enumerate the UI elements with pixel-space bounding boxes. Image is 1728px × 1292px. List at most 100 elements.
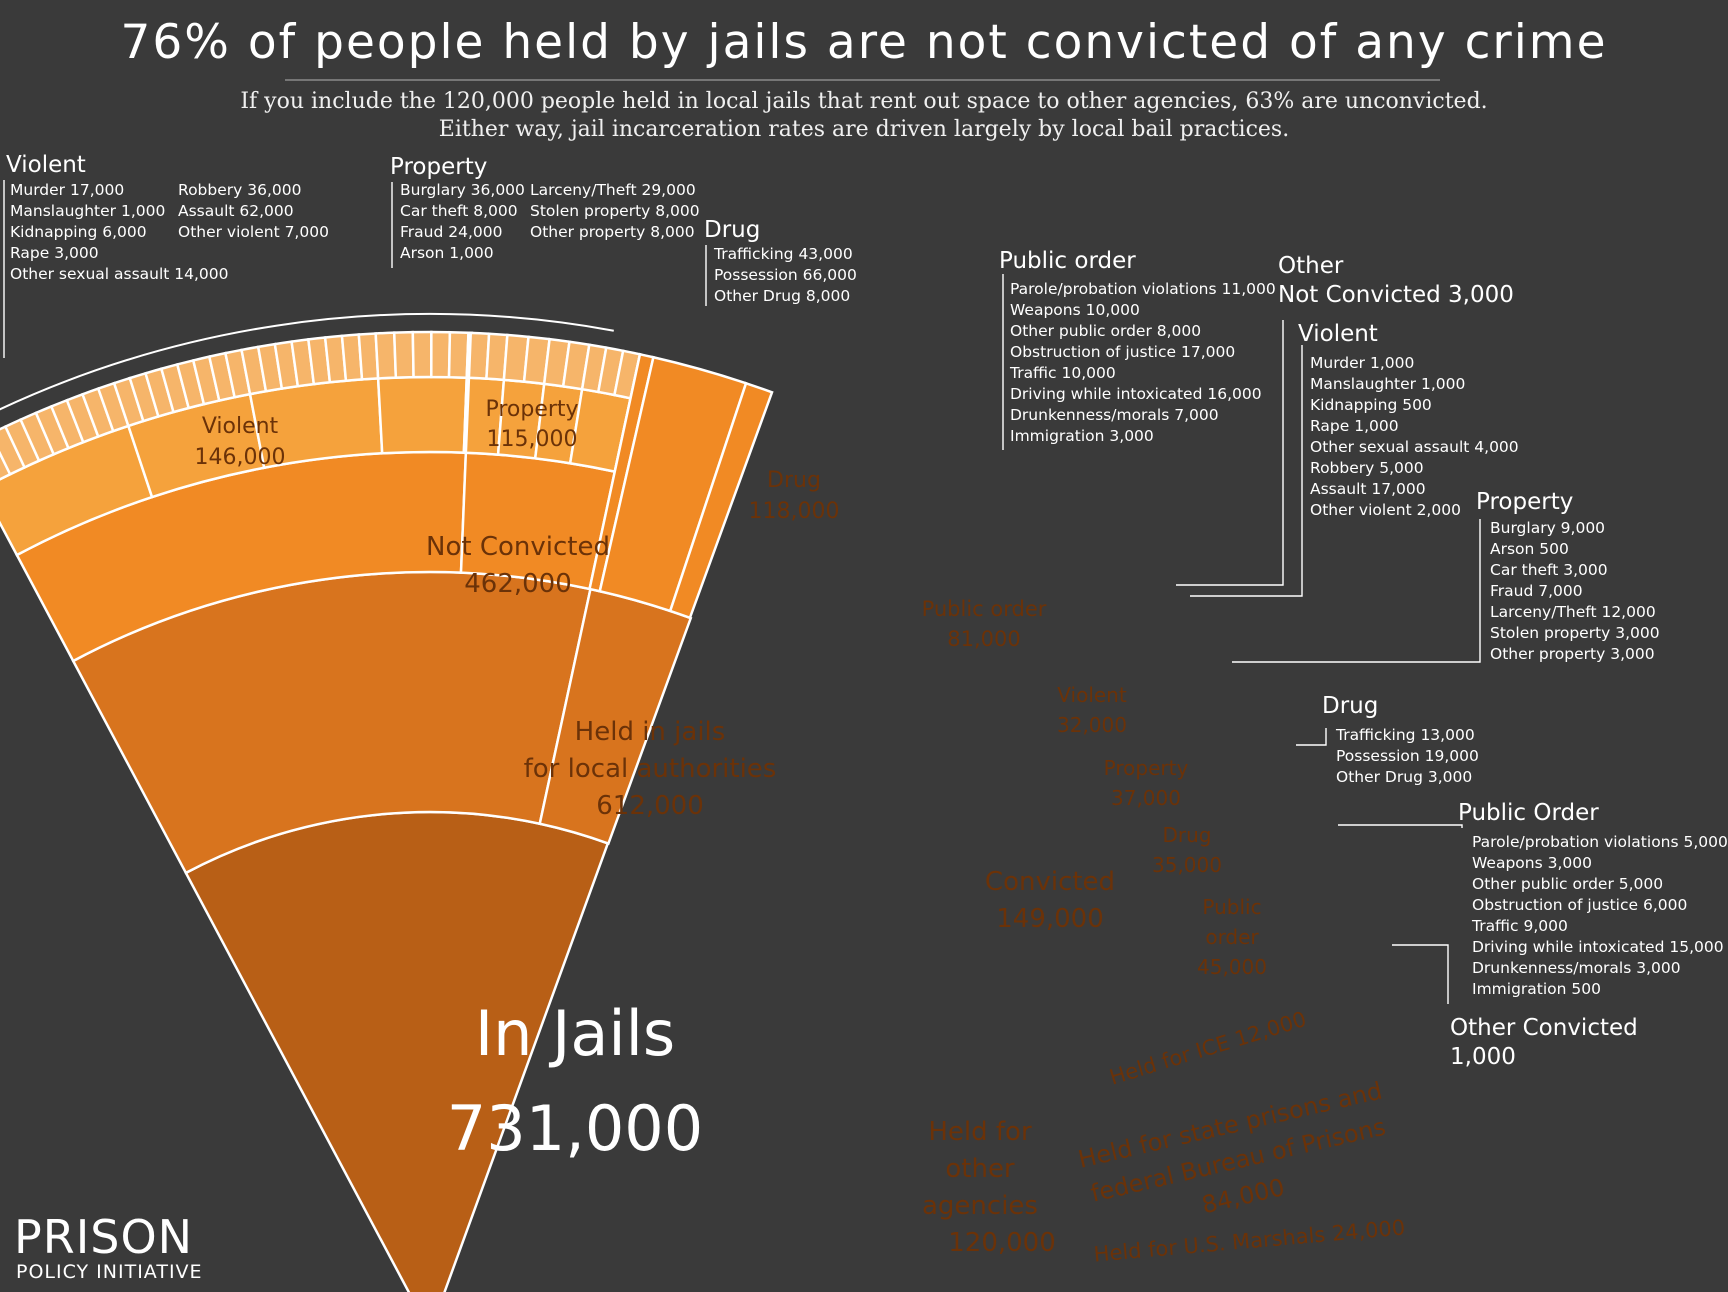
- other-agencies-line3: agencies: [922, 1191, 1038, 1221]
- nc-drug-label: Drug: [767, 468, 821, 493]
- annotation-item: Parole/probation violations 5,000: [1472, 833, 1728, 851]
- prison-policy-initiative-logo: PRISON POLICY INITIATIVE: [14, 1210, 203, 1283]
- nc-public-order-label: Public order: [922, 597, 1047, 621]
- annotation-c-property: Property Burglary 9,000 Arson 500 Car thef…: [1232, 489, 1660, 663]
- annotation-title: Drug: [704, 217, 760, 243]
- annotation-item: Rape 3,000: [10, 244, 99, 262]
- annotation-item: Rape 1,000: [1310, 417, 1399, 435]
- chart-title: 76% of people held by jails are not conv…: [120, 15, 1607, 70]
- other-agencies-value: 120,000: [948, 1228, 1056, 1258]
- chart-subtitle-line2: Either way, jail incarceration rates are…: [439, 117, 1289, 142]
- annotation-item: Manslaughter 1,000: [10, 202, 165, 220]
- nc-drug-value: 118,000: [749, 499, 840, 524]
- annotation-item: Weapons 3,000: [1472, 854, 1592, 872]
- in-jails-label: In Jails: [475, 997, 675, 1070]
- annotation-item: Kidnapping 6,000: [10, 223, 147, 241]
- annotation-c-public-order: Public Order Parole/probation violations…: [1338, 800, 1728, 998]
- nc-property-value: 115,000: [487, 427, 578, 452]
- other-agencies-line1: Held for: [928, 1117, 1032, 1147]
- annotation-item: Other Drug 8,000: [714, 287, 850, 305]
- c-public-order-label: Public: [1202, 895, 1261, 919]
- c-public-order-label2: order: [1205, 925, 1259, 949]
- annotation-nc-public-order: Public order Parole/probation violations…: [999, 248, 1276, 450]
- annotation-item: Arson 1,000: [400, 244, 494, 262]
- c-violent-value: 32,000: [1057, 713, 1127, 737]
- leader-line: [1190, 345, 1303, 597]
- annotation-item: Larceny/Theft 29,000: [530, 181, 696, 199]
- nc-public-order-value: 81,000: [947, 627, 1020, 651]
- leader-line: [1392, 944, 1449, 1004]
- annotation-item: Robbery 36,000: [178, 181, 301, 199]
- logo-line1: PRISON: [14, 1210, 193, 1264]
- nc-violent-label: Violent: [202, 414, 279, 439]
- annotation-item: Drunkenness/morals 7,000: [1010, 406, 1219, 424]
- annotation-item: Trafficking 13,000: [1335, 726, 1475, 744]
- annotation-item: Stolen property 8,000: [530, 202, 700, 220]
- annotation-title: Drug: [1322, 693, 1378, 719]
- annotation-item: Driving while intoxicated 16,000: [1010, 385, 1262, 403]
- leader-line: [1232, 519, 1481, 663]
- annotation-item: Other sexual assault 4,000: [1310, 438, 1519, 456]
- annotation-items: Burglary 36,000 Car theft 8,000 Fraud 24,0…: [400, 181, 700, 262]
- annotation-item: Car theft 8,000: [400, 202, 518, 220]
- annotation-title: Violent: [1298, 321, 1378, 347]
- annotation-title: Public order: [999, 248, 1136, 274]
- annotation-item: Larceny/Theft 12,000: [1490, 603, 1656, 621]
- sunburst-wedges: [0, 330, 774, 1292]
- annotation-items: Murder 1,000 Manslaughter 1,000 Kidnapping…: [1310, 354, 1519, 519]
- annotation-item: Obstruction of justice 17,000: [1010, 343, 1235, 361]
- annotation-item: Weapons 10,000: [1010, 301, 1140, 319]
- annotation-item: Fraud 7,000: [1490, 582, 1583, 600]
- annotation-item: Trafficking 43,000: [713, 245, 853, 263]
- chart-subtitle-line1: If you include the 120,000 people held i…: [240, 89, 1487, 114]
- annotation-item: Other property 3,000: [1490, 645, 1655, 663]
- annotation-items: Trafficking 13,000 Possession 19,000 Other…: [1335, 726, 1479, 786]
- nc-property-label: Property: [485, 397, 578, 422]
- annotation-items: Parole/probation violations 5,000 Weapons…: [1471, 833, 1728, 998]
- leader-line: [1338, 824, 1463, 828]
- annotation-item: Assault 17,000: [1310, 480, 1426, 498]
- annotation-title: Public Order: [1458, 800, 1599, 826]
- annotation-title: Other: [1278, 253, 1344, 279]
- annotation-c-violent: Violent Murder 1,000 Manslaughter 1,000 Ki…: [1190, 321, 1519, 597]
- nc-violent-value: 146,000: [195, 445, 286, 470]
- annotation-item: Kidnapping 500: [1310, 396, 1432, 414]
- annotation-item: Other property 8,000: [530, 223, 695, 241]
- wedge-level2-4: [668, 381, 774, 620]
- annotation-title-value: 1,000: [1450, 1044, 1516, 1070]
- annotation-item: Possession 66,000: [714, 266, 857, 284]
- logo-line2: POLICY INITIATIVE: [16, 1261, 203, 1283]
- annotation-title-value: Not Convicted 3,000: [1278, 282, 1514, 308]
- local-authorities-line2: for local authorities: [524, 754, 777, 784]
- wedge-level3-0-3: [376, 375, 469, 455]
- annotation-item: Driving while intoxicated 15,000: [1472, 938, 1724, 956]
- annotation-title: Other Convicted: [1450, 1015, 1638, 1041]
- annotation-other-convicted: Other Convicted 1,000: [1392, 944, 1638, 1070]
- annotation-item: Immigration 500: [1472, 980, 1601, 998]
- wedge-level4-0-3-2: [411, 330, 433, 379]
- c-drug-value: 35,000: [1152, 853, 1222, 877]
- annotation-item: Robbery 5,000: [1310, 459, 1424, 477]
- convicted-label: Convicted: [985, 867, 1115, 897]
- annotation-item: Burglary 36,000: [400, 181, 525, 199]
- annotation-item: Murder 1,000: [1310, 354, 1414, 372]
- annotation-item: Other violent 2,000: [1310, 501, 1461, 519]
- wedge-level4-0-3-4: [447, 330, 470, 380]
- c-violent-label: Violent: [1057, 683, 1127, 707]
- annotation-item: Stolen property 3,000: [1490, 624, 1660, 642]
- annotation-item: Other sexual assault 14,000: [10, 265, 229, 283]
- outer-arc-line: [0, 313, 614, 411]
- annotation-title: Property: [1476, 489, 1573, 515]
- annotation-item: Other violent 7,000: [178, 223, 329, 241]
- wedge-level4-0-3-1: [392, 330, 415, 379]
- annotation-item: Burglary 9,000: [1490, 519, 1605, 537]
- annotation-item: Traffic 10,000: [1009, 364, 1116, 382]
- annotation-c-drug: Drug Trafficking 13,000 Possession 19,000…: [1296, 693, 1479, 786]
- local-authorities-value: 612,000: [596, 791, 704, 821]
- annotation-items: Trafficking 43,000 Possession 66,000 Other…: [713, 245, 857, 305]
- c-property-label: Property: [1104, 756, 1189, 780]
- annotation-title: Property: [390, 154, 487, 180]
- annotation-item: Parole/probation violations 11,000: [1010, 280, 1276, 298]
- convicted-value: 149,000: [996, 904, 1104, 934]
